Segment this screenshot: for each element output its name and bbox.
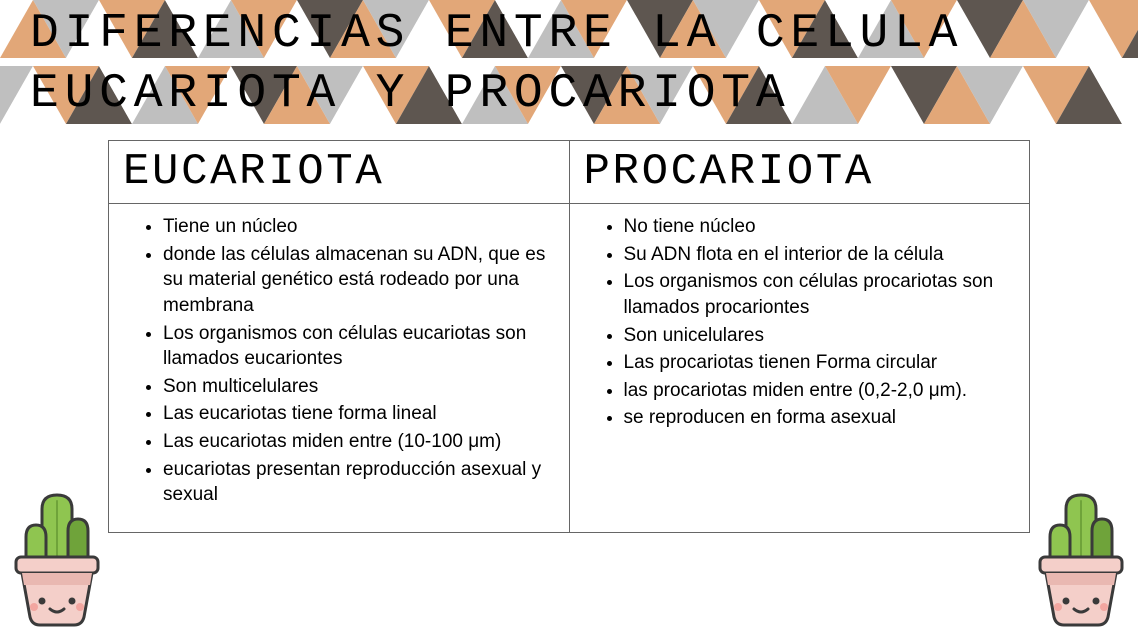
slide-title: DIFERENCIAS ENTRE LA CELULA EUCARIOTA Y …	[30, 4, 963, 124]
list-item: Las procariotas tienen Forma circular	[624, 350, 1012, 376]
list-item: No tiene núcleo	[624, 214, 1012, 240]
list-item: Los organismos con células procariotas s…	[624, 269, 1012, 320]
cell-procariota: No tiene núcleoSu ADN flota en el interi…	[569, 204, 1030, 533]
header-procariota: PROCARIOTA	[569, 141, 1030, 204]
procariota-list: No tiene núcleoSu ADN flota en el interi…	[606, 214, 1012, 431]
table-header-row: EUCARIOTA PROCARIOTA	[109, 141, 1030, 204]
eucariota-list: Tiene un núcleodonde las células almacen…	[145, 214, 551, 508]
list-item: Las eucariotas miden entre (10-100 μm)	[163, 429, 551, 455]
list-item: Su ADN flota en el interior de la célula	[624, 242, 1012, 268]
list-item: donde las células almacenan su ADN, que …	[163, 242, 551, 319]
cactus-icon	[1026, 491, 1136, 636]
list-item: Los organismos con células eucariotas so…	[163, 321, 551, 372]
list-item: Son unicelulares	[624, 323, 1012, 349]
header-eucariota: EUCARIOTA	[109, 141, 570, 204]
list-item: Las eucariotas tiene forma lineal	[163, 401, 551, 427]
list-item: Tiene un núcleo	[163, 214, 551, 240]
slide: DIFERENCIAS ENTRE LA CELULA EUCARIOTA Y …	[0, 0, 1138, 640]
comparison-table: EUCARIOTA PROCARIOTA Tiene un núcleodond…	[108, 140, 1030, 533]
list-item: eucariotas presentan reproducción asexua…	[163, 457, 551, 508]
list-item: se reproducen en forma asexual	[624, 405, 1012, 431]
cactus-icon	[2, 491, 112, 636]
cell-eucariota: Tiene un núcleodonde las células almacen…	[109, 204, 570, 533]
table-body-row: Tiene un núcleodonde las células almacen…	[109, 204, 1030, 533]
list-item: las procariotas miden entre (0,2-2,0 μm)…	[624, 378, 1012, 404]
list-item: Son multicelulares	[163, 374, 551, 400]
